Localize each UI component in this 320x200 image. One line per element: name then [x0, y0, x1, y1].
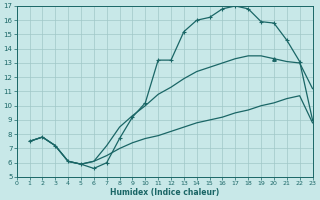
X-axis label: Humidex (Indice chaleur): Humidex (Indice chaleur): [110, 188, 219, 197]
